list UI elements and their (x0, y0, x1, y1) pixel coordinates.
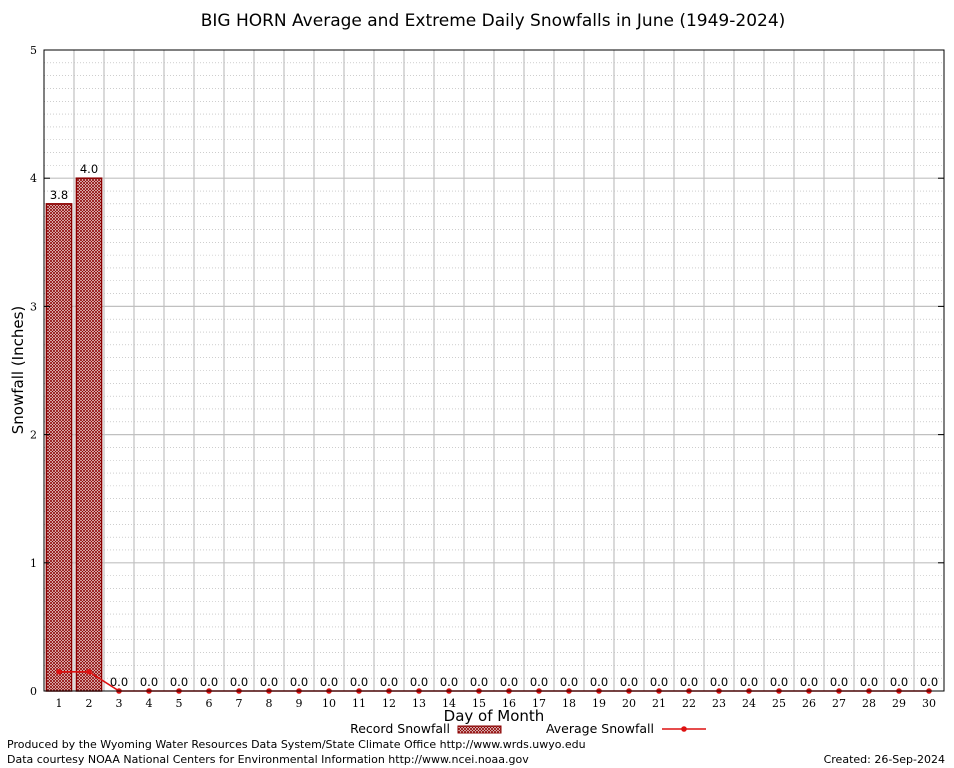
chart-title: BIG HORN Average and Extreme Daily Snowf… (201, 11, 786, 31)
x-tick-label: 5 (176, 697, 183, 710)
x-tick-label: 16 (502, 697, 516, 710)
data-label: 0.0 (260, 675, 278, 689)
x-tick-label: 23 (712, 697, 726, 710)
data-label: 0.0 (530, 675, 548, 689)
x-axis-label: Day of Month (444, 707, 545, 725)
legend-record-swatch (457, 725, 502, 734)
data-label: 0.0 (380, 675, 398, 689)
data-label: 0.0 (830, 675, 848, 689)
data-label: 0.0 (800, 675, 818, 689)
x-tick-label: 1 (56, 697, 63, 710)
data-label: 0.0 (350, 675, 368, 689)
plot-frame (43, 49, 945, 692)
legend: Record Snowfall Average Snowfall (350, 721, 706, 736)
x-tick-label: 17 (532, 697, 546, 710)
data-label: 0.0 (740, 675, 758, 689)
record-bar (75, 177, 103, 692)
data-label: 0.0 (320, 675, 338, 689)
x-tick-label: 27 (832, 697, 846, 710)
y-tick-label: 0 (30, 685, 37, 698)
data-label: 0.0 (170, 675, 188, 689)
footer-producer: Produced by the Wyoming Water Resources … (7, 738, 586, 751)
x-tick-label: 19 (592, 697, 606, 710)
data-label: 0.0 (770, 675, 788, 689)
x-tick-label: 8 (266, 697, 273, 710)
record-snowfall-bars (45, 177, 103, 692)
data-label: 0.0 (140, 675, 158, 689)
x-tick-label: 9 (296, 697, 303, 710)
record-bar (45, 203, 73, 692)
x-tick-label: 24 (742, 697, 756, 710)
y-axis-ticks: 0 1 2 3 4 5 (30, 44, 944, 698)
y-tick-label: 4 (30, 172, 37, 185)
data-label: 4.0 (80, 162, 98, 176)
x-tick-label: 15 (472, 697, 486, 710)
data-label: 0.0 (410, 675, 428, 689)
y-tick-label: 1 (30, 557, 37, 570)
data-label: 0.0 (560, 675, 578, 689)
x-tick-label: 25 (772, 697, 786, 710)
x-tick-label: 4 (146, 697, 153, 710)
data-label: 0.0 (200, 675, 218, 689)
average-point (86, 668, 92, 675)
footer-created: Created: 26-Sep-2024 (824, 753, 945, 766)
x-tick-label: 28 (862, 697, 876, 710)
data-label: 0.0 (440, 675, 458, 689)
x-tick-label: 3 (116, 697, 123, 710)
data-label: 0.0 (500, 675, 518, 689)
data-label: 0.0 (620, 675, 638, 689)
average-point (56, 668, 62, 675)
x-tick-label: 6 (206, 697, 213, 710)
x-tick-label: 7 (236, 697, 243, 710)
x-tick-label: 14 (442, 697, 456, 710)
data-label: 0.0 (650, 675, 668, 689)
legend-record-label: Record Snowfall (350, 721, 450, 736)
data-label: 0.0 (890, 675, 908, 689)
x-tick-label: 26 (802, 697, 816, 710)
y-tick-label: 2 (30, 429, 37, 442)
x-tick-label: 20 (622, 697, 636, 710)
x-tick-label: 10 (322, 697, 336, 710)
gridlines (44, 50, 944, 691)
data-label: 0.0 (590, 675, 608, 689)
x-tick-label: 2 (86, 697, 93, 710)
legend-average-label: Average Snowfall (546, 721, 654, 736)
y-tick-label: 5 (30, 44, 37, 57)
data-label: 0.0 (710, 675, 728, 689)
x-tick-label: 29 (892, 697, 906, 710)
data-label: 0.0 (290, 675, 308, 689)
x-tick-label: 21 (652, 697, 666, 710)
data-label: 0.0 (110, 675, 128, 689)
x-tick-label: 13 (412, 697, 426, 710)
data-label: 0.0 (230, 675, 248, 689)
data-label: 0.0 (920, 675, 938, 689)
y-tick-label: 3 (30, 300, 37, 313)
x-tick-label: 22 (682, 697, 696, 710)
legend-average-marker (681, 726, 687, 732)
x-tick-label: 12 (382, 697, 396, 710)
x-tick-label: 11 (352, 697, 366, 710)
x-tick-label: 30 (922, 697, 936, 710)
data-label: 0.0 (680, 675, 698, 689)
footer-data-source: Data courtesy NOAA National Centers for … (7, 753, 529, 766)
data-label: 3.8 (50, 188, 68, 202)
data-labels: 3.8 4.0 0.0 0.0 0.0 0.0 0.0 0.0 0.0 0.0 0.0 0.0 0.0 0… (50, 162, 938, 689)
x-tick-label: 18 (562, 697, 576, 710)
data-label: 0.0 (470, 675, 488, 689)
x-axis-ticks: 1 2 3 4 5 6 7 8 9 10 11 12 13 14 15 16 17 18 19 20 21 22 23 24 2… (56, 697, 937, 710)
data-label: 0.0 (860, 675, 878, 689)
y-axis-label: Snowfall (Inches) (9, 306, 27, 434)
